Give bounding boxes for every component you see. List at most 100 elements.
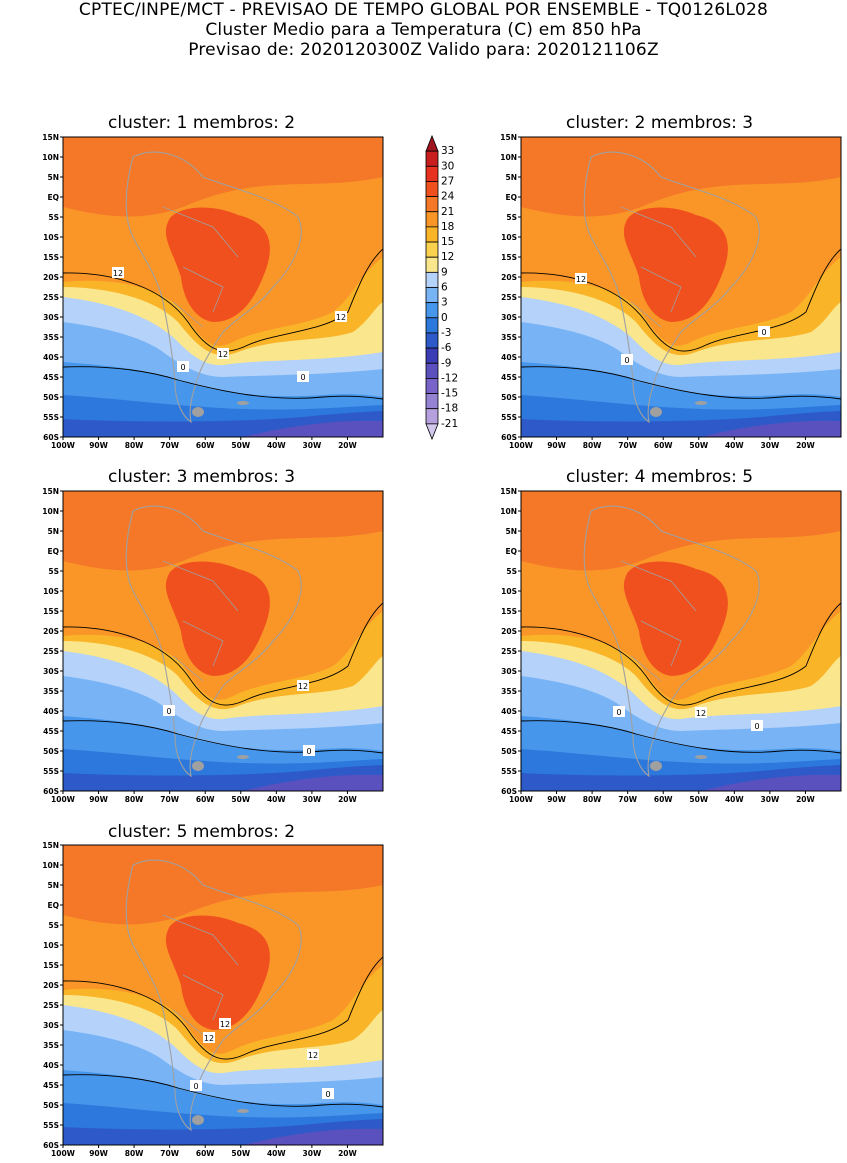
contour-label-text: 0 [616,708,621,717]
lat-label: 5S [48,213,59,222]
lat-label: 30S [43,1021,59,1030]
contour-label-text: 12 [576,275,586,284]
lat-label: 45S [501,373,517,382]
contour-label: 0 [303,745,315,756]
south-america-outline [125,859,302,1132]
lon-label: 90W [547,795,566,804]
lat-label: 60S [43,433,59,442]
lat-label: 15S [43,607,59,616]
colorbar-label: 33 [441,145,454,157]
colorbar-swatch [425,423,439,441]
lat-label: EQ [48,547,60,556]
colorbar-swatch [425,241,439,258]
contour-label: 0 [190,1080,202,1091]
lon-label: 30W [761,795,780,804]
lat-label: 40S [43,1061,59,1070]
zone-minus-9 [701,774,841,791]
colorbar-label: -12 [441,372,458,384]
lat-label: 20S [501,627,517,636]
contour-12 [63,602,383,706]
contour-label-text: 12 [113,269,123,278]
lat-label: 40S [501,353,517,362]
contour-0 [521,366,841,400]
country-boundaries [162,914,239,1036]
lat-label: 15S [501,253,517,262]
map-panel-1: 12 12 12 0 0 15N 10N 5N EQ 5S 10S 15S 20S 25S 30S 35S 40… [42,133,384,450]
falkland-islands [237,401,249,405]
contour-label: 12 [695,707,707,718]
lat-label: 5N [506,173,518,182]
colorbar-label: 9 [441,266,448,278]
tierra-del-fuego [650,761,662,771]
falkland-islands [695,401,707,405]
colorbar-swatch [425,165,439,182]
contour-label-text: 12 [298,682,308,691]
lat-label: 60S [501,433,517,442]
header-line-3: Previsao de: 2020120300Z Valido para: 20… [188,40,659,60]
zone-minus-9 [243,1128,383,1145]
lon-label: 50W [231,441,250,450]
lon-label: 100W [51,1149,76,1158]
colorbar-swatch [425,271,439,288]
contour-label-text: 0 [306,747,311,756]
lat-label: 20S [43,627,59,636]
zone-18 [521,491,841,571]
lat-label: 40S [43,353,59,362]
map-frame [62,490,384,792]
contour-0 [63,720,383,754]
lon-label: 70W [618,441,637,450]
lat-label: 10N [500,153,517,162]
contour-label-text: 0 [325,1090,330,1099]
panel-4-title: cluster: 4 membros: 5 [566,467,754,487]
lat-label: 10S [501,233,517,242]
colorbar-label: 6 [441,282,448,294]
map-frame [520,136,842,438]
lat-label: 15S [43,253,59,262]
colorbar-label: 15 [441,236,454,248]
lat-label: 5N [506,527,518,536]
zone-21 [165,207,270,322]
lat-label: 15N [42,487,59,496]
panel-2-title: cluster: 2 membros: 3 [566,113,754,133]
lat-label: EQ [506,193,518,202]
lon-label: 30W [303,795,322,804]
lat-label: 15N [42,841,59,850]
lat-label: 40S [43,707,59,716]
colorbar-label: 0 [441,312,448,324]
lon-label: 40W [267,441,286,450]
lat-label: 50S [501,747,517,756]
lat-label: 25S [43,647,59,656]
lon-label: 100W [51,441,76,450]
contour-label-text: 12 [336,313,346,322]
map-panel-5: 12 12 12 0 0 15N 10N 5N EQ 5S 10S 15S 20S 25S 30S 35S 40… [42,841,384,1158]
lon-label: 70W [160,441,179,450]
country-boundaries [620,560,697,682]
colorbar-label: 18 [441,221,454,233]
lat-label: 15N [42,133,59,142]
colorbar-label: 27 [441,175,454,187]
zone-minus-9 [243,420,383,437]
lon-label: 60W [654,795,673,804]
contour-label: 0 [297,371,309,382]
map-panel-3: 12 0 0 15N 10N 5N EQ 5S 10S 15S 20S 25S 30S 35S 40S 45S… [42,487,384,804]
lon-label: 70W [160,795,179,804]
lat-label: 50S [43,393,59,402]
zone-18 [63,137,383,217]
contour-label: 12 [217,348,229,359]
colorbar-label: 3 [441,297,448,309]
lon-label: 30W [303,1149,322,1158]
lat-label: 5N [48,173,60,182]
lon-label: 90W [547,441,566,450]
contour-label-text: 0 [754,722,759,731]
lat-label: 30S [501,667,517,676]
colorbar-swatch [425,332,439,349]
lat-label: EQ [48,193,60,202]
colorbar-swatch [425,393,439,410]
falkland-islands [237,755,249,759]
contour-0 [63,1074,383,1108]
lat-label: 5N [48,881,60,890]
lon-label: 40W [725,441,744,450]
zone-21 [165,561,270,676]
contour-label: 12 [575,273,587,284]
